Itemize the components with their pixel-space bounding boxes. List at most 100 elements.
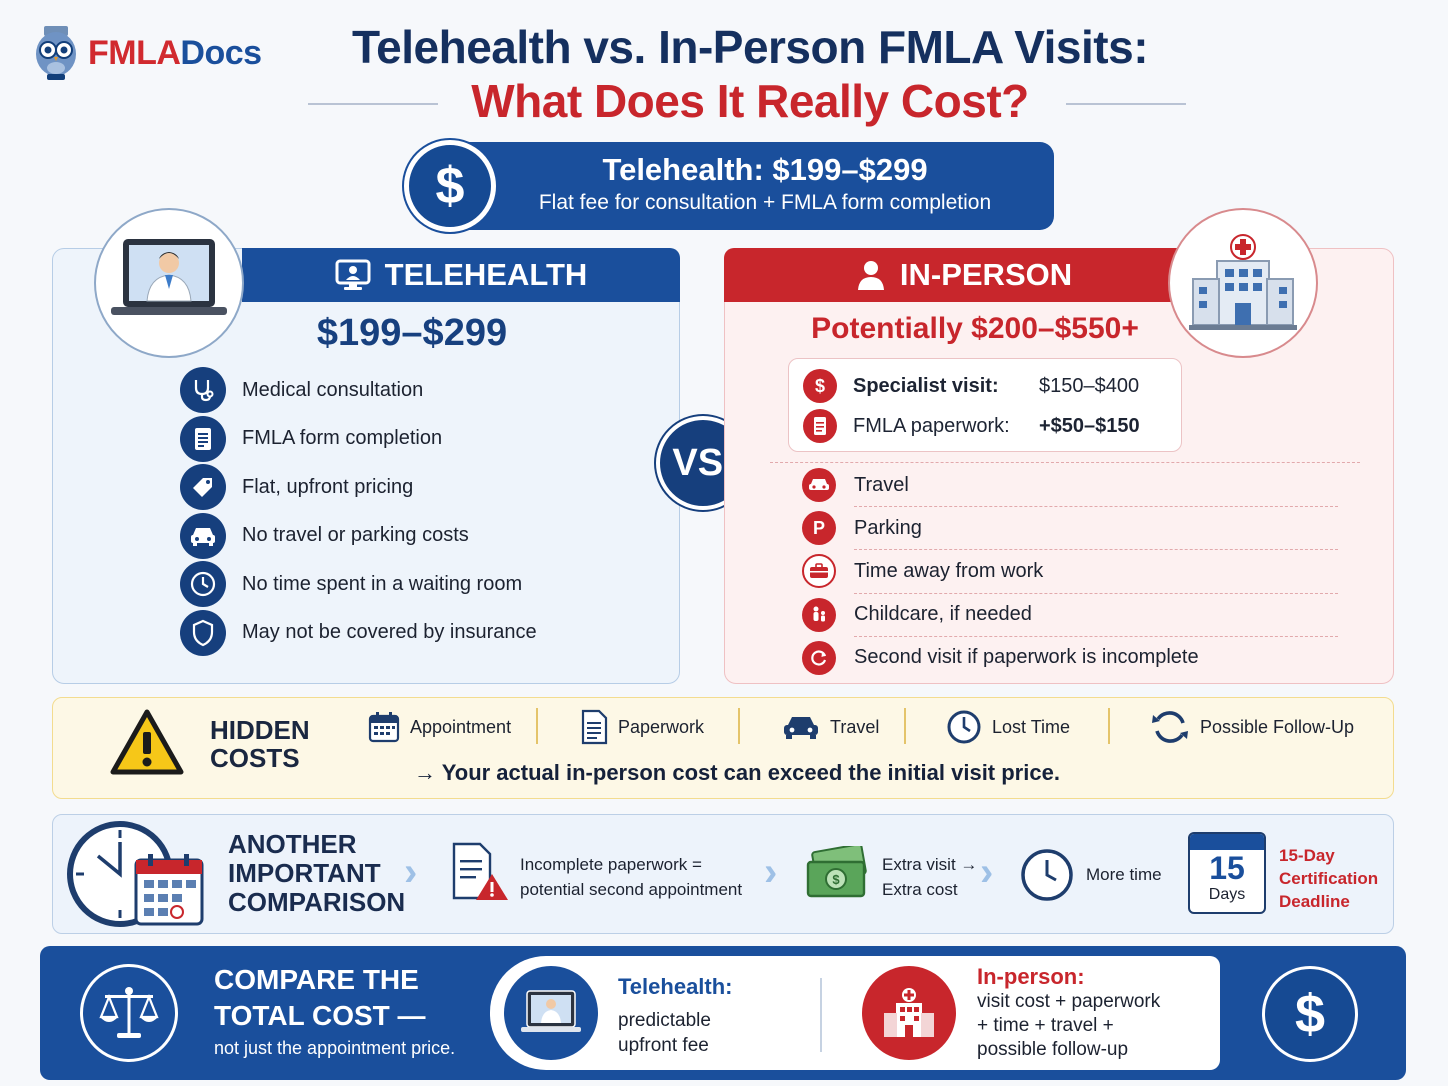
laptop-doctor-icon <box>111 239 227 315</box>
page-title: Telehealth vs. In-Person FMLA Visits: <box>351 21 1149 73</box>
inperson-summary-heading: In-person: <box>977 964 1085 989</box>
cost-label: Specialist visit: <box>853 374 999 397</box>
telehealth-header: TELEHEALTH <box>242 248 680 302</box>
telehealth-price: $199–$299 <box>316 312 508 354</box>
clock-icon <box>180 561 226 608</box>
list-item-label: FMLA form completion <box>242 427 443 450</box>
cost-value: +$50–$150 <box>1039 414 1140 437</box>
hospital-icon <box>884 988 934 1037</box>
clock-icon <box>947 710 981 744</box>
hidden-costs-title: HIDDEN COSTS <box>210 715 310 773</box>
chevron-right-icon: › <box>980 850 994 894</box>
list-item-label: Parking <box>854 516 922 539</box>
telehealth-laptop-badge <box>504 966 598 1060</box>
list-item: No travel or parking costs <box>180 512 650 561</box>
step-incomplete-paperwork: Incomplete paperwork = potential second … <box>520 855 743 899</box>
list-item-label: No time spent in a waiting room <box>242 572 523 595</box>
dollar-icon: $ <box>404 140 496 232</box>
telehealth-header-label: TELEHEALTH <box>384 257 588 292</box>
page-subtitle: What Does It Really Cost? <box>471 75 1029 127</box>
divider <box>820 978 822 1052</box>
inperson-cost-breakdown: $ Specialist visit: $150–$400 FMLA paper… <box>788 358 1182 452</box>
form-icon <box>180 415 226 462</box>
hospital-icon <box>1189 234 1297 330</box>
calendar-icon <box>368 712 400 743</box>
compare-summary-card <box>490 956 1220 1070</box>
inperson-cost-list: Travel P Parking Time away from work Chi… <box>802 464 1342 679</box>
divider <box>854 506 1338 508</box>
cost-row-specialist: $ Specialist visit: $150–$400 <box>803 369 1139 403</box>
list-item: FMLA form completion <box>180 415 650 464</box>
follow-up-icon <box>1152 711 1188 743</box>
hidden-cost-lost-time: Lost Time <box>946 706 1070 748</box>
hospital-badge <box>862 966 956 1060</box>
hidden-cost-appointment: Appointment <box>368 706 511 748</box>
list-item: Medical consultation <box>180 366 650 415</box>
car-icon <box>802 468 836 503</box>
cash-icon: $ <box>806 846 867 898</box>
person-icon <box>857 261 884 290</box>
divider <box>854 635 1338 637</box>
deadline-calendar: 15 Days <box>1188 832 1266 914</box>
divider <box>770 462 1360 463</box>
parking-icon: P <box>802 511 836 546</box>
monitor-icon <box>335 259 371 290</box>
deadline-label: 15-Day Certification Deadline <box>1279 846 1379 911</box>
list-item-label: Childcare, if needed <box>854 603 1032 626</box>
laptop-doctor-icon <box>521 990 581 1032</box>
shield-icon <box>180 609 226 656</box>
chevron-right-icon: › <box>404 850 418 894</box>
step-more-time: More time <box>1086 865 1162 884</box>
deadline-unit: Days <box>1208 886 1246 903</box>
compare-title: COMPARE THE TOTAL COST — <box>214 964 426 1031</box>
hidden-costs-note: → Your actual in-person cost can exceed … <box>414 760 1060 785</box>
banner-subheading: Flat fee for consultation + FMLA form co… <box>538 191 992 214</box>
list-item: Travel <box>802 464 1342 506</box>
divider <box>854 592 1338 594</box>
chevron-right-icon: › <box>764 850 778 894</box>
document-icon <box>803 409 837 443</box>
stethoscope-icon <box>180 367 226 414</box>
car-icon <box>784 717 818 739</box>
divider <box>738 708 740 744</box>
hidden-cost-follow-up: Possible Follow-Up <box>1150 706 1354 748</box>
tele-summary-text: predictable upfront fee <box>618 1010 711 1056</box>
list-item: Second visit if paperwork is incomplete <box>802 637 1342 679</box>
inperson-header: IN-PERSON <box>724 248 1204 302</box>
step-extra-cost: Extra visit → Extra cost <box>882 855 978 899</box>
refresh-icon <box>802 640 836 675</box>
incomplete-document-icon <box>452 842 508 900</box>
another-comparison-title: ANOTHER IMPORTANT COMPARISON <box>228 829 406 917</box>
list-item-label: May not be covered by insurance <box>242 621 537 644</box>
list-item: P Parking <box>802 507 1342 549</box>
brand-name: FMLADocs <box>88 33 262 72</box>
clock-calendar-icon <box>67 821 204 927</box>
inperson-header-label: IN-PERSON <box>899 257 1073 292</box>
owl-mascot-icon <box>36 26 76 80</box>
deadline-number: 15 <box>1209 850 1245 886</box>
list-item: May not be covered by insurance <box>180 609 650 658</box>
list-item: Time away from work <box>802 550 1342 592</box>
list-item: Childcare, if needed <box>802 594 1342 636</box>
briefcase-icon <box>802 554 836 589</box>
car-icon <box>180 512 226 559</box>
warning-icon <box>110 709 184 775</box>
hospital-illustration <box>1168 208 1318 358</box>
cost-row-paperwork: FMLA paperwork: +$50–$150 <box>803 409 1140 443</box>
clock-icon <box>1021 849 1073 901</box>
tele-summary-heading: Telehealth: <box>618 974 733 999</box>
hidden-cost-paperwork: Paperwork <box>580 706 704 748</box>
list-item-label: Flat, upfront pricing <box>242 475 414 498</box>
inperson-price: Potentially $200–$550+ <box>811 312 1139 345</box>
list-item-label: Time away from work <box>854 559 1044 582</box>
title-rule-right <box>1066 103 1186 105</box>
banner-heading: Telehealth: $199–$299 <box>602 152 928 187</box>
divider <box>854 549 1338 551</box>
dollar-icon: $ <box>1262 966 1358 1062</box>
list-item-label: No travel or parking costs <box>242 524 469 547</box>
brand-logo: FMLADocs <box>34 22 284 84</box>
cost-value: $150–$400 <box>1039 374 1140 397</box>
title-rule-left <box>308 103 438 105</box>
family-icon <box>802 597 836 632</box>
telehealth-feature-list: Medical consultation FMLA form completio… <box>180 366 650 657</box>
